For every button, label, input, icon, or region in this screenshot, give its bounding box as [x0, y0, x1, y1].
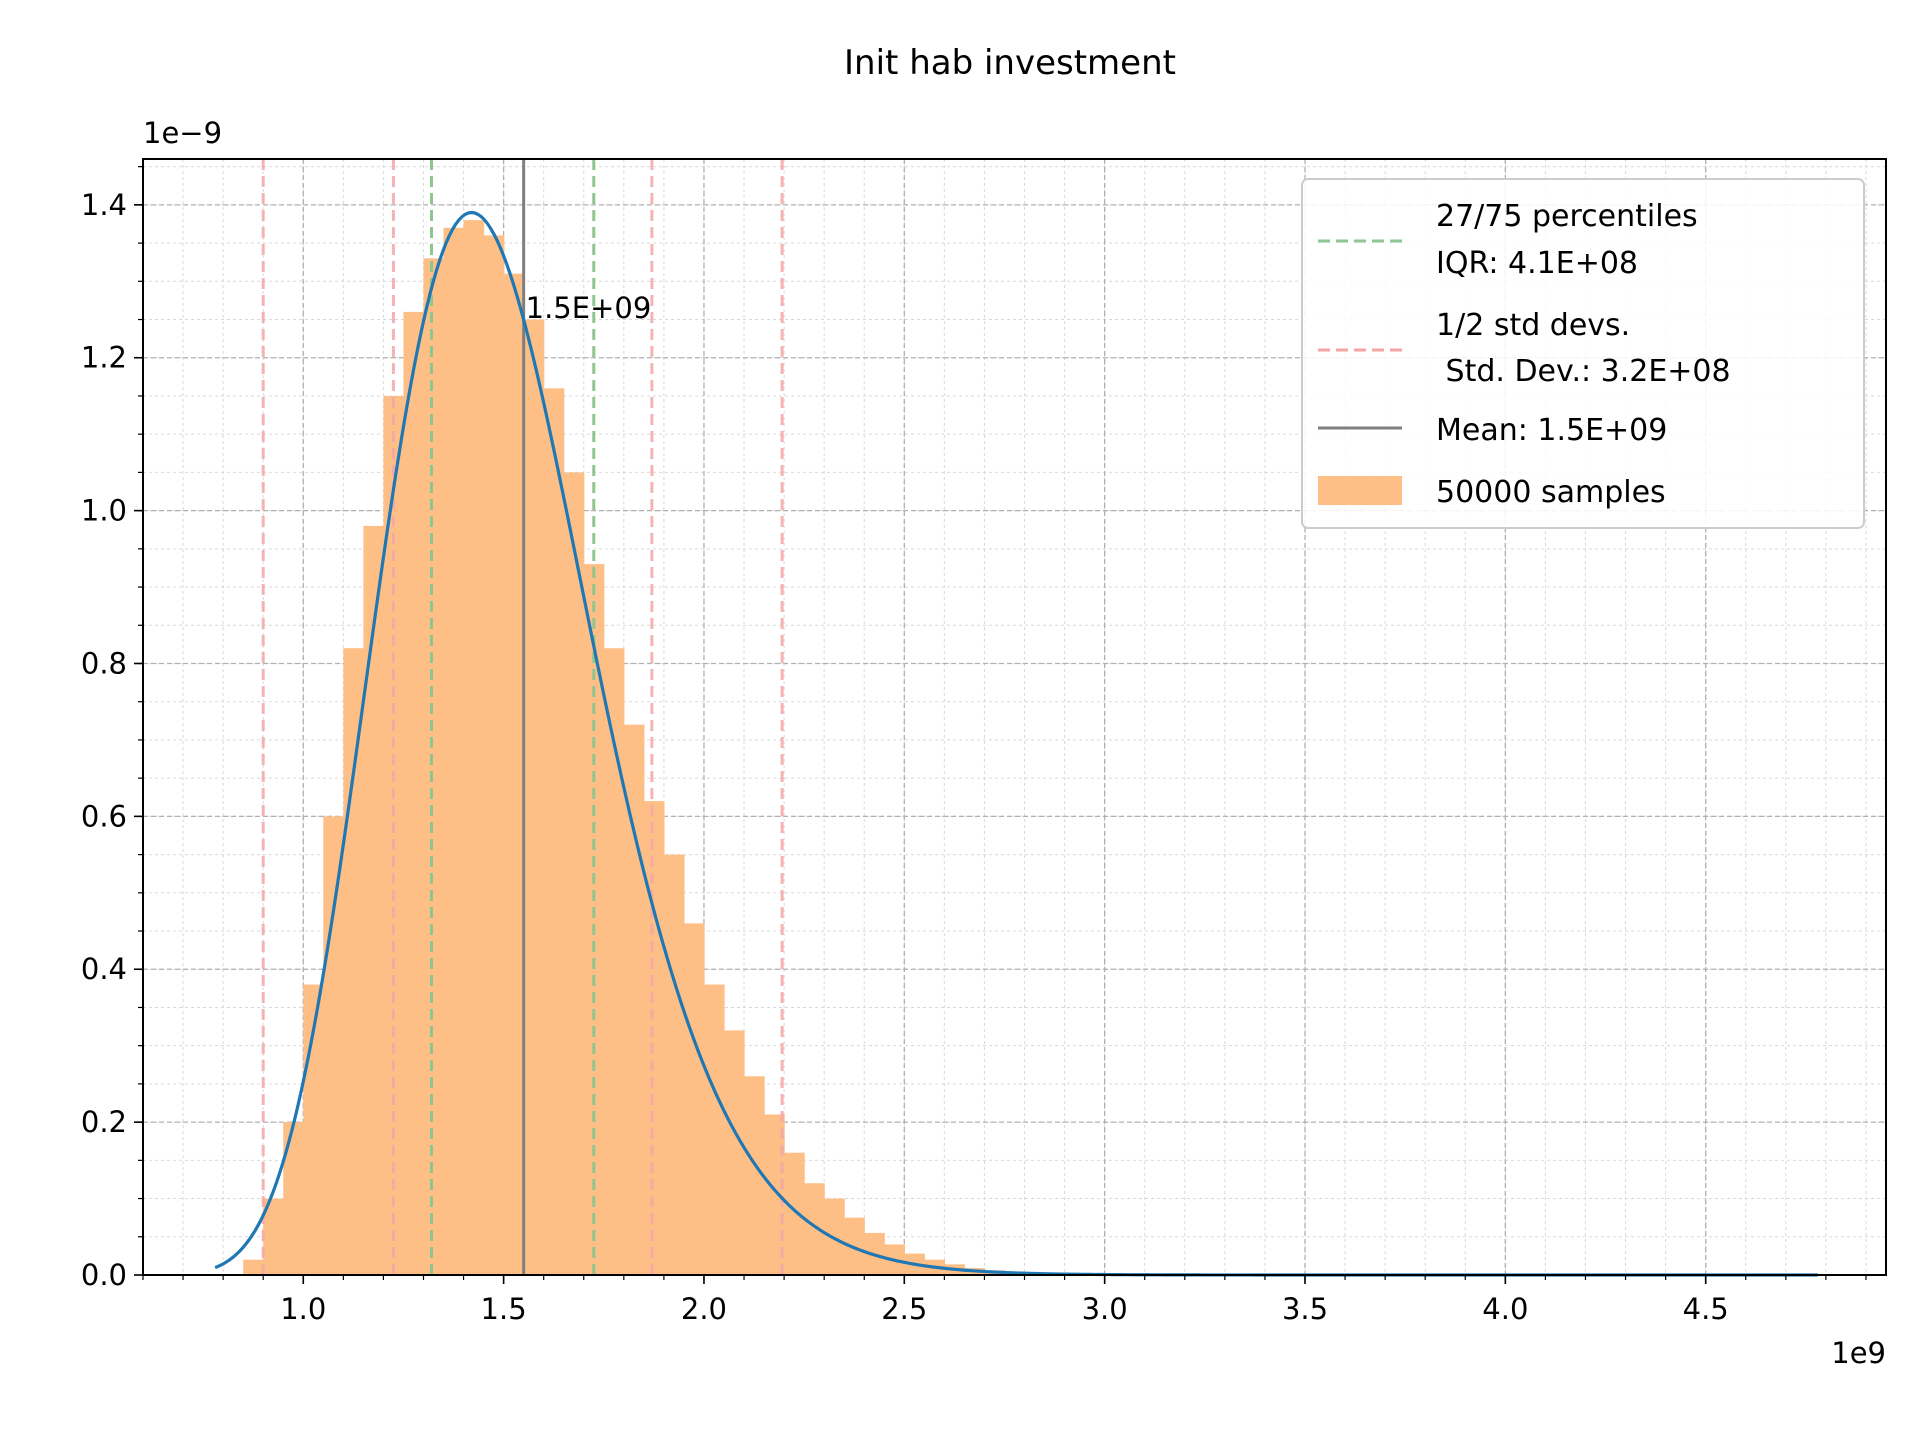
axis-ticks [134, 166, 1867, 1284]
legend-entry-samples: 50000 samples [1318, 475, 1666, 510]
histogram-bar [243, 1259, 264, 1275]
histogram-bar [563, 472, 585, 1276]
histogram-bar [583, 564, 605, 1275]
histogram-bar [603, 648, 625, 1275]
histogram-bar [623, 724, 645, 1275]
histogram-bar [483, 235, 505, 1275]
y-tick-label: 0.0 [81, 1258, 127, 1292]
legend-entry-mean: Mean: 1.5E+09 [1318, 413, 1667, 448]
histogram-bar [784, 1152, 805, 1275]
x-tick-label: 4.0 [1482, 1292, 1528, 1326]
x-tick-label: 3.5 [1282, 1292, 1328, 1326]
histogram-bar [643, 801, 665, 1275]
legend-label-percentiles: 27/75 percentiles [1436, 199, 1698, 234]
y-tick-label: 1.0 [81, 494, 127, 528]
histogram-bar [323, 816, 344, 1275]
legend-entry-percentiles: 27/75 percentiles IQR: 4.1E+08 [1318, 199, 1698, 281]
legend-label-samples: 50000 samples [1436, 475, 1666, 510]
x-tick-label: 1.0 [280, 1292, 326, 1326]
y-tick-label: 0.2 [81, 1105, 127, 1139]
histogram-bar [343, 648, 364, 1275]
legend-sublabel-std: Std. Dev.: 3.2E+08 [1436, 354, 1731, 389]
legend-sublabel-percentiles: IQR: 4.1E+08 [1436, 246, 1638, 281]
y-tick-label: 0.4 [81, 952, 127, 986]
legend: 27/75 percentiles IQR: 4.1E+08 1/2 std d… [1301, 178, 1865, 529]
y-tick-label: 1.2 [81, 341, 127, 375]
histogram-bar [683, 923, 705, 1275]
histogram-bar [403, 311, 425, 1275]
x-tick-label: 1.5 [481, 1292, 527, 1326]
histogram-bar [724, 1030, 745, 1275]
histogram-bar [744, 1076, 765, 1275]
histogram-bar [383, 395, 405, 1276]
histogram-bar [543, 388, 565, 1275]
histogram-bar [443, 227, 465, 1275]
histogram-bar [703, 984, 725, 1275]
plot-frame [142, 158, 1887, 1276]
histogram-bar [283, 1122, 304, 1275]
histogram-bar [663, 854, 685, 1275]
histogram-bar [463, 220, 485, 1276]
chart-title: Init hab investment [844, 43, 1176, 83]
x-tick-label: 2.0 [681, 1292, 727, 1326]
y-tick-label: 1.4 [81, 188, 127, 222]
y-tick-labels: 0.0 0.2 0.4 0.6 0.8 1.0 1.2 1.4 [81, 188, 127, 1292]
mean-annotation: 1.5E+09 [526, 291, 652, 325]
legend-entry-std: 1/2 std devs. Std. Dev.: 3.2E+08 [1318, 308, 1731, 389]
reference-lines [261, 159, 784, 1275]
histogram-bar [523, 319, 545, 1276]
x-tick-label: 4.5 [1683, 1292, 1729, 1326]
legend-label-mean: Mean: 1.5E+09 [1436, 413, 1667, 448]
y-tick-label: 0.8 [81, 646, 127, 680]
legend-label-std: 1/2 std devs. [1436, 308, 1630, 343]
x-tick-label: 3.0 [1082, 1292, 1128, 1326]
y-exponent-label: 1e−9 [143, 116, 222, 150]
x-exponent-label: 1e9 [1831, 1336, 1886, 1370]
histogram-bar [804, 1183, 825, 1275]
legend-box [1301, 178, 1865, 529]
y-tick-label: 0.6 [81, 799, 127, 833]
histogram-bars [243, 220, 1206, 1276]
legend-swatch-samples [1318, 476, 1402, 505]
histogram-bar [503, 273, 525, 1275]
histogram-bar [423, 258, 445, 1275]
x-tick-label: 2.5 [881, 1292, 927, 1326]
histogram-bar [764, 1114, 785, 1275]
histogram-bar [363, 525, 385, 1275]
x-tick-labels: 1.0 1.5 2.0 2.5 3.0 3.5 4.0 4.5 [280, 1292, 1729, 1326]
histogram-bar [263, 1198, 284, 1275]
